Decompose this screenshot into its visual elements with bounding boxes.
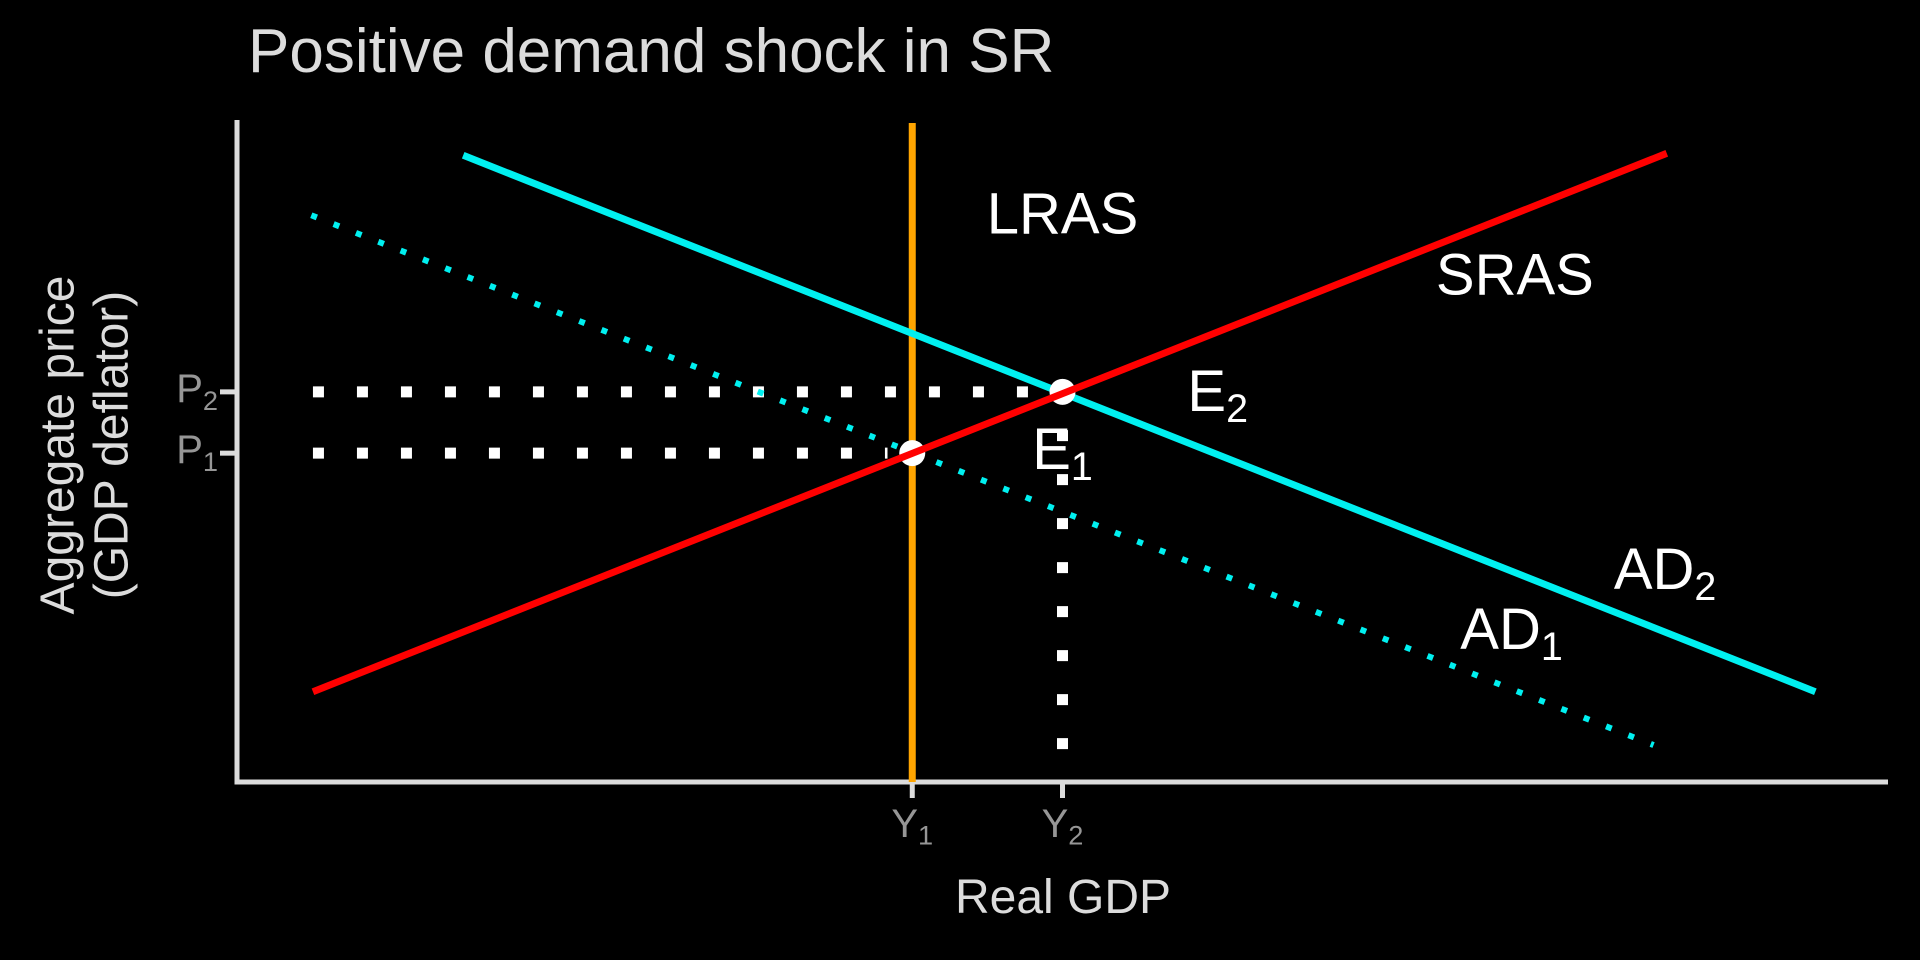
annotation-E1-subscript: 1 <box>1070 445 1093 490</box>
ad1-line <box>310 212 1655 748</box>
x-tick-label-Y2-subscript: 2 <box>1068 819 1084 851</box>
chart-title: Positive demand shock in SR <box>248 17 1055 86</box>
y-tick-label-P2: P2 <box>176 367 218 417</box>
x-tick-label-Y2-text: Y <box>1041 802 1069 846</box>
x-tick-label-Y1: Y1 <box>891 802 933 852</box>
annotation-AD1-subscript: 1 <box>1540 625 1563 670</box>
annotation-LRAS-text: LRAS <box>986 181 1139 247</box>
y-axis-label-line1: Aggregate price <box>31 275 85 615</box>
annotation-AD2: AD2 <box>1614 536 1717 610</box>
annotation-AD1-text: AD <box>1460 597 1541 663</box>
ad2-line <box>461 152 1817 695</box>
x-axis-label: Real GDP <box>954 871 1172 924</box>
annotation-E2-subscript: 2 <box>1226 387 1248 432</box>
annotation-E1: E1 <box>1032 416 1093 490</box>
annotation-LRAS: LRAS <box>987 180 1139 247</box>
y-axis-label-line2: (GDP deflator) <box>85 290 138 600</box>
y-tick-label-P1-text: P <box>176 428 203 473</box>
y-tick-label-P1: P1 <box>176 428 218 478</box>
annotation-AD1: AD1 <box>1460 596 1563 670</box>
y-tick-label-P2-subscript: 2 <box>202 384 218 416</box>
x-tick-label-Y1-text: Y <box>891 802 919 846</box>
y-tick-label-P1-subscript: 1 <box>202 445 218 477</box>
annotation-AD2-subscript: 2 <box>1694 565 1717 610</box>
annotation-AD2-text: AD <box>1613 537 1695 603</box>
annotation-E2: E2 <box>1187 358 1248 432</box>
annotation-SRAS: SRAS <box>1436 242 1594 309</box>
y-axis-label: Aggregate price (GDP deflator) <box>31 276 139 615</box>
annotation-SRAS-text: SRAS <box>1435 242 1594 308</box>
x-tick-label-Y1-subscript: 1 <box>918 819 934 851</box>
annotation-E2-text: E <box>1187 359 1227 425</box>
x-tick-label-Y2: Y2 <box>1042 802 1084 852</box>
sras-line <box>311 150 1669 695</box>
annotation-E1-text: E <box>1032 417 1071 483</box>
y-tick-label-P2-text: P <box>176 367 203 412</box>
